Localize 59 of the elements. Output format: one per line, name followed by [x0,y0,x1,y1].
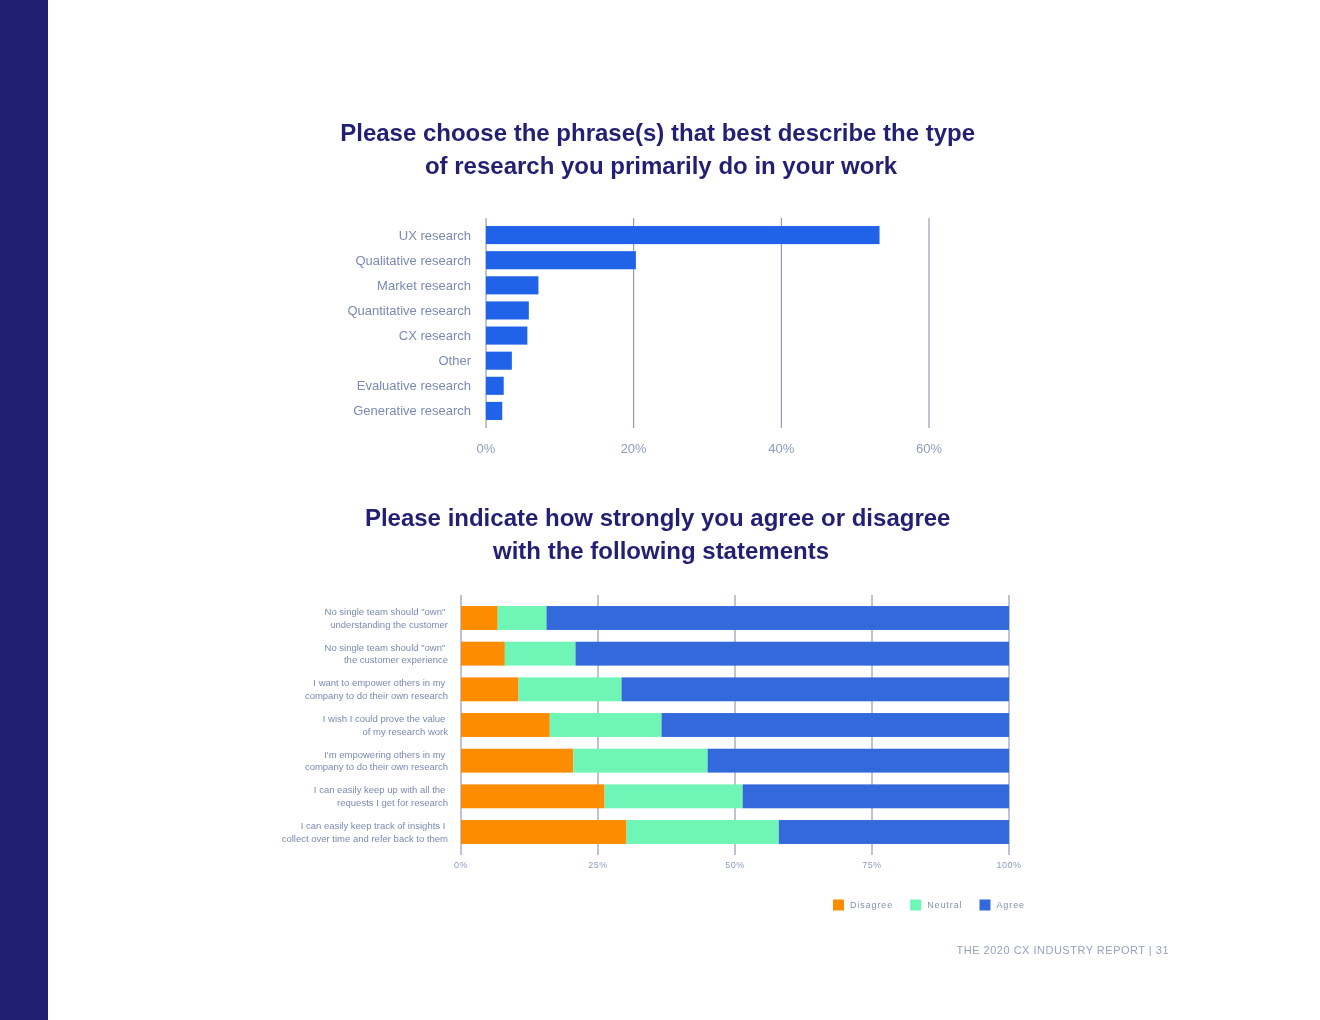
y-tick-label: Other [438,353,472,369]
bar [486,351,512,370]
x-tick-label: 20% [620,441,648,456]
y-tick-label: Qualitative research [355,252,471,268]
x-tick-label: 100% [996,860,1022,870]
bar [486,226,880,245]
chart-title: Please choose the phrase(s) that best describe the type of research you primarily do in your work [340,119,982,179]
y-tick-label: I can easily keep up with all the requests I get for research [313,784,448,808]
bar [661,713,1009,737]
y-tick-label: I can easily keep track of insights I collect over time and refer back to them [281,820,449,844]
legend-label: Disagree [849,900,894,911]
bar [707,748,1009,773]
x-tick-label: 25% [588,860,608,870]
bar [486,401,503,420]
bar [573,748,708,773]
bar [497,606,547,630]
y-tick-label: I'm empowering others in my company to do their own research [304,748,448,773]
y-tick-label: Quantitative research [347,302,471,318]
bar [486,276,539,295]
y-tick-label: CX research [398,328,471,344]
y-tick-label: Generative research [353,403,471,419]
x-tick-label: 75% [862,860,882,870]
bar [626,820,779,844]
bar [461,677,519,702]
bar [486,301,529,320]
y-tick-label: No single team should "own" understanding the customer [324,606,448,630]
x-tick-label: 0% [453,860,469,870]
bar [461,713,550,737]
bar [504,641,576,666]
bar [486,251,636,270]
text: THE 2020 CX INDUSTRY REPORT | 31 [956,944,1169,956]
x-tick-label: 60% [915,441,943,456]
bar [486,326,528,345]
y-tick-label: I want to empower others in my company to do their own research [304,677,448,701]
legend-label: Neutral [927,900,963,911]
bar [604,784,743,809]
bar [742,784,1009,809]
bar [461,748,574,773]
bar [461,641,505,666]
chart-title: Please indicate how strongly you agree or disagree with the following statements [364,504,958,564]
y-tick-label: Market research [377,277,471,293]
bar [518,677,622,702]
bar [486,376,504,395]
y-tick-label: UX research [398,227,471,243]
bar [461,606,498,630]
bar [575,641,1009,666]
x-tick-label: 50% [725,860,745,870]
bar [546,606,1009,630]
legend-label: Agree [996,900,1026,911]
y-tick-label: No single team should "own" the customer experience [324,641,448,666]
y-tick-label: I wish I could prove the value of my research work [322,713,449,737]
x-tick-label: 40% [768,441,795,456]
y-tick-label: Evaluative research [356,378,471,394]
bar [621,677,1009,702]
x-tick-label: 0% [476,441,496,456]
bar [461,820,627,844]
bar [549,713,662,737]
bar [461,784,605,809]
bar [778,820,1009,844]
